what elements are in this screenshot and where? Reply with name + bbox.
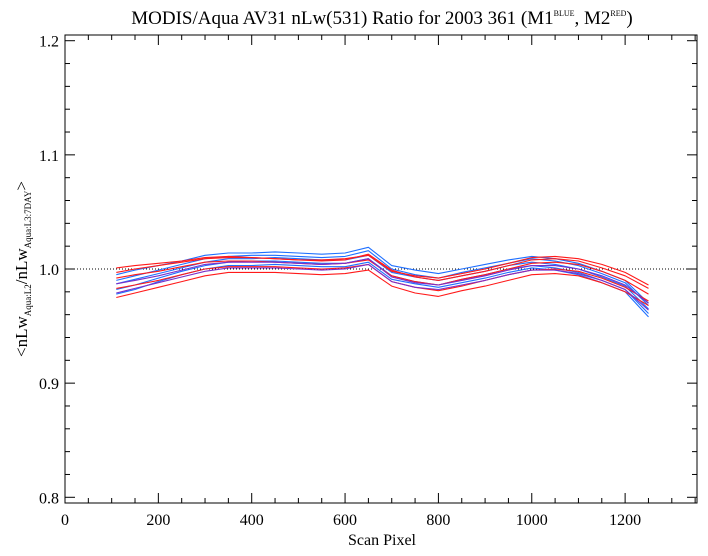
x-tick-label: 400 — [240, 512, 264, 529]
x-tick-label: 1200 — [609, 512, 641, 529]
x-tick-label: 200 — [146, 512, 170, 529]
y-tick-label: 0.8 — [39, 490, 59, 507]
series-line-mix-11 — [116, 258, 649, 304]
series-line-m2-6 — [116, 254, 649, 286]
y-tick-label: 1.2 — [39, 34, 59, 51]
y-axis-label: <nLwAqua:L2/nLwAqua:L3:7DAY> — [12, 181, 33, 357]
series-line-mix-12 — [116, 263, 649, 311]
y-tick-labels: 0.8 0.9 1.0 1.1 1.2 — [39, 34, 59, 508]
chart-title: MODIS/Aqua AV31 nLw(531) Ratio for 2003 … — [131, 8, 633, 29]
x-tick-label: 1000 — [516, 512, 548, 529]
series-line-m2-9 — [116, 269, 649, 306]
series-layer — [116, 246, 649, 318]
y-tick-label: 0.9 — [39, 376, 59, 393]
series-line-m2-10 — [116, 253, 649, 289]
axes — [64, 34, 698, 504]
x-tick-label: 600 — [333, 512, 357, 529]
x-tick-labels: 0 200 400 600 800 1000 1200 — [61, 512, 641, 529]
x-axis-label: Scan Pixel — [348, 532, 417, 549]
x-tick-label: 800 — [426, 512, 450, 529]
y-tick-label: 1.1 — [39, 148, 59, 165]
y-tick-label: 1.0 — [39, 262, 59, 279]
x-tick-label: 0 — [61, 512, 69, 529]
